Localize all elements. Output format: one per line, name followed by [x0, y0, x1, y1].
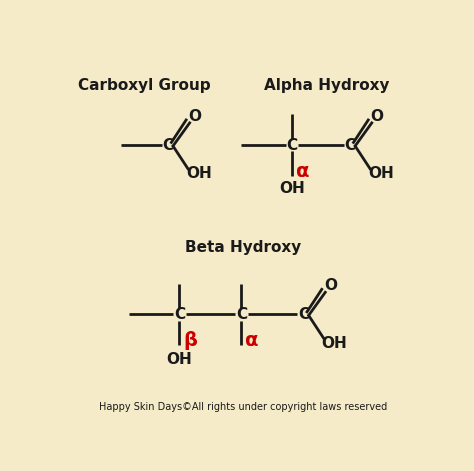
Text: O: O [324, 278, 337, 293]
Text: Alpha Hydroxy: Alpha Hydroxy [264, 78, 389, 93]
Text: Happy Skin Days©All rights under copyright laws reserved: Happy Skin Days©All rights under copyrig… [99, 402, 387, 412]
Text: Beta Hydroxy: Beta Hydroxy [185, 240, 301, 255]
Text: C: C [174, 307, 185, 322]
Text: C: C [286, 138, 297, 153]
Text: Carboxyl Group: Carboxyl Group [78, 78, 211, 93]
Text: α: α [245, 332, 259, 350]
Text: OH: OH [186, 166, 211, 181]
Text: C: C [236, 307, 247, 322]
Text: C: C [344, 138, 356, 153]
Text: OH: OH [368, 166, 394, 181]
Text: OH: OH [166, 352, 192, 366]
Text: α: α [296, 162, 309, 181]
Text: OH: OH [279, 181, 305, 196]
Text: OH: OH [321, 336, 347, 350]
Text: O: O [188, 109, 201, 124]
Text: O: O [371, 109, 383, 124]
Text: β: β [183, 332, 197, 350]
Text: C: C [298, 307, 309, 322]
Text: C: C [162, 138, 173, 153]
